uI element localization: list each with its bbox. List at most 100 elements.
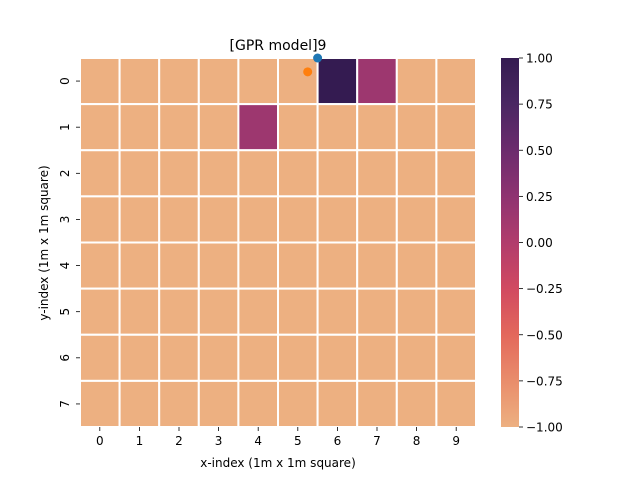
heatmap-cell (395, 241, 438, 290)
heatmap-cell (158, 287, 200, 336)
heatmap-cell (395, 103, 438, 152)
heatmap-cell (197, 195, 240, 244)
heatmap-cell (158, 195, 200, 244)
scatter-point (303, 67, 313, 77)
heatmap-cell (395, 379, 438, 428)
heatmap-cell (356, 379, 398, 428)
heatmap-cell (277, 149, 319, 198)
heatmap-cell (237, 287, 279, 336)
heatmap-cell (395, 149, 438, 198)
x-tick-label: 0 (96, 434, 104, 448)
y-axis-label: y-index (1m x 1m square) (37, 165, 51, 320)
colorbar-tick-label: 0.25 (526, 190, 553, 204)
heatmap-cell (435, 241, 477, 290)
heatmap-cell (237, 57, 279, 106)
heatmap-cell (395, 333, 438, 382)
heatmap-cell (316, 241, 359, 290)
heatmap-cell (277, 103, 319, 152)
colorbar-tick-label: 0.50 (526, 144, 553, 158)
x-tick-label: 3 (215, 434, 223, 448)
heatmap-cell (435, 333, 477, 382)
heatmap-cell (79, 103, 121, 152)
heatmap-cell (316, 195, 359, 244)
heatmap-cell (197, 241, 240, 290)
heatmap-cells (79, 57, 477, 428)
heatmap-cell (237, 241, 279, 290)
x-tick-label: 9 (452, 434, 460, 448)
colorbar-tick-label: −0.25 (526, 282, 563, 296)
heatmap-cell (277, 287, 319, 336)
heatmap-cell (237, 195, 279, 244)
heatmap-cell (316, 333, 359, 382)
heatmap-cell (197, 103, 240, 152)
x-axis-label: x-index (1m x 1m square) (200, 456, 356, 470)
heatmap-cell (356, 333, 398, 382)
heatmap-cell (118, 333, 161, 382)
chart-title: [GPR model]9 (230, 38, 327, 54)
heatmap-cell (356, 103, 398, 152)
heatmap-cell (435, 379, 477, 428)
heatmap-cell (158, 103, 200, 152)
colorbar-tick-label: −0.75 (526, 374, 563, 388)
y-tick-label: 2 (58, 169, 72, 177)
x-tick-label: 6 (334, 434, 342, 448)
y-axis: 0 1 2 3 4 5 6 7 (58, 77, 80, 408)
heatmap-cell (435, 149, 477, 198)
heatmap-cell (277, 333, 319, 382)
x-tick-label: 1 (136, 434, 144, 448)
heatmap-cell (316, 103, 359, 152)
heatmap-cell (316, 57, 359, 106)
scatter-points (303, 53, 323, 77)
heatmap-cell (118, 103, 161, 152)
heatmap-cell (277, 195, 319, 244)
heatmap-cell (435, 103, 477, 152)
heatmap-cell (356, 241, 398, 290)
heatmap-cell (118, 241, 161, 290)
heatmap-cell (118, 195, 161, 244)
heatmap-cell (395, 195, 438, 244)
y-tick-label: 4 (58, 262, 72, 270)
x-tick-label: 2 (175, 434, 183, 448)
heatmap-cell (79, 287, 121, 336)
heatmap-cell (158, 57, 200, 106)
heatmap-cell (277, 379, 319, 428)
heatmap-cell (316, 287, 359, 336)
colorbar-tick-label: −1.00 (526, 421, 563, 435)
heatmap-cell (277, 57, 319, 106)
heatmap-cell (118, 57, 161, 106)
heatmap-cell (237, 103, 279, 152)
heatmap-cell (395, 57, 438, 106)
heatmap-cell (158, 241, 200, 290)
heatmap-cell (356, 287, 398, 336)
heatmap-cell (316, 149, 359, 198)
heatmap-cell (197, 149, 240, 198)
heatmap-cell (237, 333, 279, 382)
heatmap-cell (197, 333, 240, 382)
heatmap-cell (356, 195, 398, 244)
heatmap-cell (435, 57, 477, 106)
colorbar-tick-label: 0.75 (526, 98, 553, 112)
heatmap-cell (197, 287, 240, 336)
heatmap-cell (237, 149, 279, 198)
x-tick-label: 4 (254, 434, 262, 448)
colorbar-tick-label: 0.00 (526, 236, 553, 250)
heatmap-cell (118, 379, 161, 428)
heatmap-cell (79, 57, 121, 106)
heatmap-cell (158, 333, 200, 382)
heatmap-cell (79, 241, 121, 290)
heatmap-cell (79, 379, 121, 428)
heatmap-cell (395, 287, 438, 336)
y-tick-label: 3 (58, 216, 72, 224)
heatmap-cell (356, 57, 398, 106)
x-axis: 0 1 2 3 4 5 6 7 8 9 (96, 427, 460, 448)
x-tick-label: 7 (373, 434, 381, 448)
heatmap-cell (158, 379, 200, 428)
heatmap-cell (435, 195, 477, 244)
heatmap-cell (118, 287, 161, 336)
heatmap-cell (118, 149, 161, 198)
heatmap-cell (277, 241, 319, 290)
y-tick-label: 6 (58, 354, 72, 362)
heatmap-cell (356, 149, 398, 198)
heatmap-cell (158, 149, 200, 198)
